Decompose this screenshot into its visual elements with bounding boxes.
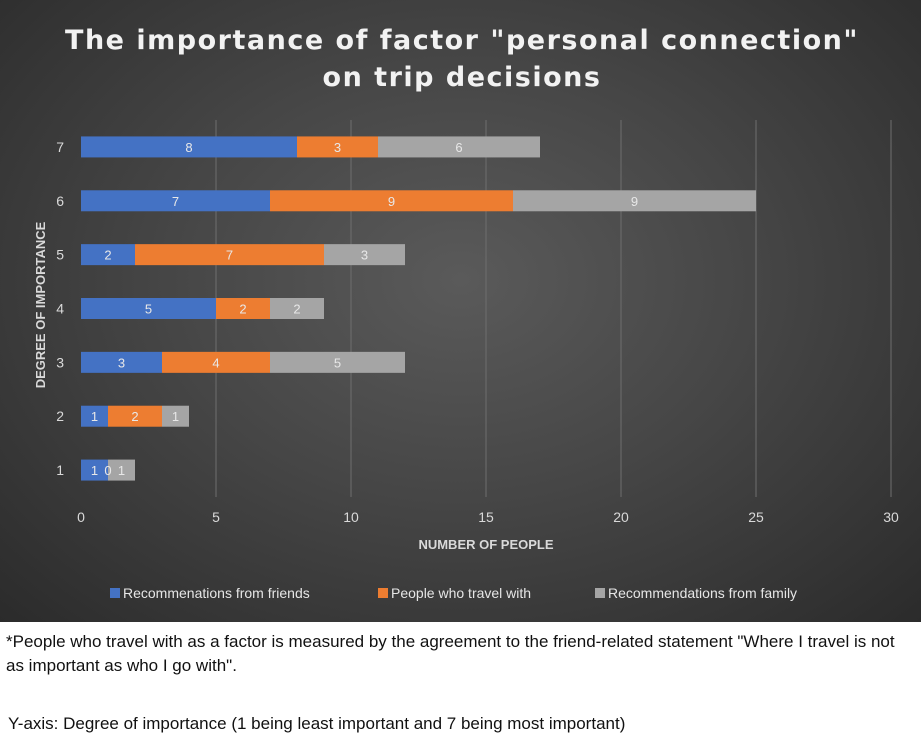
bar-segment — [81, 351, 162, 373]
bar-segment — [378, 136, 540, 158]
data-label: 1 — [118, 463, 125, 478]
data-label: 5 — [145, 302, 152, 317]
data-label: 0 — [104, 463, 111, 478]
y-tick-label: 3 — [56, 354, 64, 370]
data-label: 3 — [334, 140, 341, 155]
bar-segment — [297, 136, 378, 158]
y-axis-ticks: 1 2 3 4 5 6 7 — [56, 139, 64, 478]
bar-segment — [81, 244, 135, 266]
x-axis-title: NUMBER OF PEOPLE — [418, 537, 553, 552]
bar-segment — [81, 298, 216, 319]
y-axis-note: Y-axis: Degree of importance (1 being le… — [8, 714, 626, 733]
bar-segment — [135, 244, 324, 266]
x-tick-label: 30 — [883, 509, 899, 525]
legend-swatch — [595, 588, 605, 598]
bar-segment — [270, 190, 513, 212]
chart-title-line-1: The importance of factor "personal conne… — [65, 25, 859, 56]
legend-label: Recommenations from friends — [123, 585, 310, 601]
bar-segment — [108, 459, 135, 481]
y-tick-label: 5 — [56, 247, 64, 263]
data-label: 9 — [631, 194, 638, 209]
gridlines — [215, 120, 892, 497]
bars — [81, 136, 756, 481]
bar-segment — [162, 351, 270, 373]
data-labels: 1 0 11 2 13 4 55 2 22 7 37 9 98 3 6 — [91, 140, 638, 478]
bar-segment — [162, 405, 189, 427]
y-tick-label: 7 — [56, 139, 64, 155]
bar-segment — [270, 298, 324, 319]
legend-label: People who travel with — [391, 585, 531, 601]
bar-segment — [81, 459, 108, 481]
legend-swatch — [378, 588, 388, 598]
data-label: 5 — [334, 355, 341, 370]
data-label: 7 — [172, 194, 179, 209]
legend: Recommenations from friends People who tr… — [110, 585, 797, 601]
data-label: 1 — [91, 409, 98, 424]
x-tick-label: 25 — [748, 509, 764, 525]
x-tick-label: 5 — [212, 509, 220, 525]
data-label: 8 — [185, 140, 192, 155]
bar-segment — [81, 405, 108, 427]
data-label: 4 — [212, 355, 219, 370]
data-label: 2 — [293, 302, 300, 317]
legend-swatch — [110, 588, 120, 598]
bar-segment — [81, 136, 297, 158]
data-label: 3 — [118, 355, 125, 370]
x-axis-ticks: 0 5 10 15 20 25 30 — [77, 509, 899, 525]
x-tick-label: 20 — [613, 509, 629, 525]
data-label: 9 — [388, 194, 395, 209]
y-axis-title: DEGREE OF IMPORTANCE — [33, 221, 48, 388]
data-label: 7 — [226, 248, 233, 263]
data-label: 1 — [91, 463, 98, 478]
legend-label: Recommendations from family — [608, 585, 797, 601]
stacked-bar-chart: The importance of factor "personal conne… — [33, 25, 899, 601]
x-tick-label: 10 — [343, 509, 359, 525]
bar-segment — [513, 190, 756, 212]
data-label: 2 — [131, 409, 138, 424]
bar-segment — [324, 244, 405, 266]
bar-segment — [270, 351, 405, 373]
data-label: 2 — [104, 248, 111, 263]
data-label: 1 — [172, 409, 179, 424]
bar-segment — [81, 190, 270, 212]
y-tick-label: 4 — [56, 301, 64, 317]
y-tick-label: 1 — [56, 462, 64, 478]
data-label: 3 — [361, 248, 368, 263]
x-tick-label: 0 — [77, 509, 85, 525]
x-tick-label: 15 — [478, 509, 494, 525]
data-label: 2 — [239, 302, 246, 317]
footnote-text: *People who travel with as a factor is m… — [6, 632, 895, 675]
chart-title-line-2: on trip decisions — [323, 62, 602, 93]
data-label: 6 — [455, 140, 462, 155]
bar-segment — [216, 298, 270, 319]
chart-panel: The importance of factor "personal conne… — [0, 0, 921, 622]
bar-segment — [108, 405, 162, 427]
y-tick-label: 6 — [56, 193, 64, 209]
y-tick-label: 2 — [56, 408, 64, 424]
